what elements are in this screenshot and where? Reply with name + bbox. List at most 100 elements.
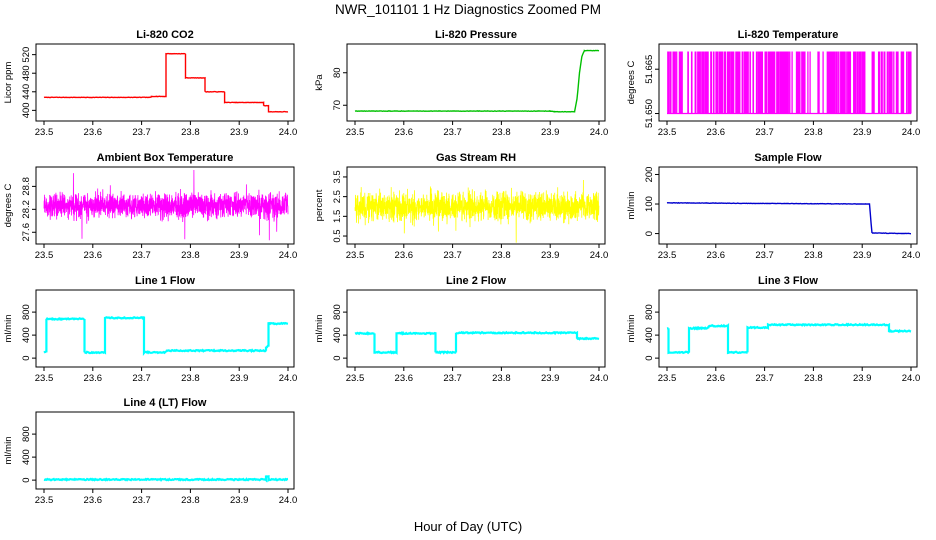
y-axis-label: ml/min [626, 315, 637, 343]
figure-title: NWR_101101 1 Hz Diagnostics Zoomed PM [335, 2, 601, 17]
y-tick-label: 0 [21, 477, 32, 482]
x-tick-label: 23.7 [443, 127, 462, 138]
x-tick-label: 23.7 [443, 373, 462, 384]
x-tick-label: 23.6 [707, 250, 726, 261]
panel-title: Li-820 Pressure [435, 29, 517, 41]
x-tick-label: 23.6 [395, 250, 414, 261]
x-tick-label: 23.7 [755, 250, 774, 261]
y-tick-label: 27.6 [21, 223, 32, 242]
x-tick-label: 23.8 [181, 127, 200, 138]
x-tick-label: 23.5 [35, 127, 54, 138]
series-group [666, 322, 912, 355]
x-tick-label: 24.0 [590, 127, 609, 138]
x-tick-label: 24.0 [279, 373, 298, 384]
x-tick-label: 23.7 [132, 495, 151, 506]
x-tick-label: 23.9 [853, 127, 872, 138]
x-tick-label: 23.6 [395, 127, 414, 138]
y-tick-label: 800 [21, 304, 32, 320]
plot-frame [346, 289, 606, 368]
x-tick-label: 23.8 [181, 495, 200, 506]
figure-xlabel: Hour of Day (UTC) [414, 519, 522, 534]
x-tick-label: 23.9 [853, 373, 872, 384]
x-tick-label: 24.0 [902, 250, 921, 261]
x-tick-label: 23.7 [755, 127, 774, 138]
y-tick-label: 0 [21, 355, 32, 360]
x-tick-label: 23.8 [181, 250, 200, 261]
plot-frame [35, 411, 295, 490]
y-tick-label: 440 [21, 84, 32, 100]
x-tick-label: 23.5 [346, 373, 365, 384]
x-tick-label: 23.5 [658, 127, 677, 138]
panel-7: Line 2 Flow 23.5 23.6 23.7 23.8 23.9 24.0 0 400 8… [314, 275, 608, 384]
series-group [43, 316, 289, 356]
series-group [354, 49, 600, 113]
x-tick-label: 23.8 [804, 373, 823, 384]
series-group [354, 330, 600, 355]
y-axis-label: degrees C [3, 183, 14, 227]
x-tick-label: 23.6 [84, 127, 103, 138]
panel-title: Li-820 Temperature [738, 29, 839, 41]
x-tick-label: 23.6 [395, 373, 414, 384]
x-tick-label: 24.0 [590, 250, 609, 261]
panel-0: Li-820 CO2 23.5 23.6 23.7 23.8 23.9 24.0 400 440… [3, 29, 297, 138]
panel-title: Line 2 Flow [446, 275, 506, 287]
series-group [43, 474, 289, 483]
x-tick-label: 23.6 [84, 373, 103, 384]
panel-1: Li-820 Pressure 23.5 23.6 23.7 23.8 23.9 24.0 7… [314, 29, 608, 138]
x-tick-label: 23.8 [492, 373, 511, 384]
panel-title: Line 4 (LT) Flow [124, 397, 207, 409]
series-group [43, 52, 289, 113]
y-tick-label: 200 [644, 167, 655, 183]
panel-title: Li-820 CO2 [136, 29, 193, 41]
y-tick-label: 51.665 [644, 55, 655, 84]
x-tick-label: 23.5 [35, 373, 54, 384]
data-line [354, 49, 600, 113]
x-tick-label: 23.8 [804, 127, 823, 138]
x-tick-label: 24.0 [902, 373, 921, 384]
y-tick-label: 70 [332, 100, 343, 111]
y-tick-label: 0.5 [332, 229, 343, 242]
y-tick-label: 0 [332, 355, 343, 360]
x-tick-label: 23.9 [541, 127, 560, 138]
y-tick-label: 800 [332, 304, 343, 320]
y-tick-label: 0 [644, 355, 655, 360]
x-tick-label: 23.9 [541, 250, 560, 261]
x-tick-label: 23.8 [804, 250, 823, 261]
panel-2: Li-820 Temperature 23.5 23.6 23.7 23.8 23.9 24… [626, 29, 920, 138]
y-tick-label: 800 [21, 426, 32, 442]
x-tick-label: 23.5 [658, 250, 677, 261]
x-tick-label: 23.8 [181, 373, 200, 384]
y-axis-label: percent [314, 189, 325, 221]
x-tick-label: 23.9 [230, 373, 249, 384]
panel-8: Line 3 Flow 23.5 23.6 23.7 23.8 23.9 24.0 0 400 8… [626, 275, 920, 384]
y-tick-label: 400 [644, 327, 655, 343]
x-tick-label: 23.5 [658, 373, 677, 384]
plot-frame [35, 43, 295, 122]
x-tick-label: 23.7 [755, 373, 774, 384]
x-tick-label: 23.5 [346, 127, 365, 138]
y-tick-label: 28.8 [21, 177, 32, 196]
y-tick-label: 0 [644, 231, 655, 236]
y-axis-label: degrees C [626, 60, 637, 104]
plot-frame [658, 289, 918, 368]
data-line [43, 474, 289, 483]
plot-frame [35, 289, 295, 368]
panel-grid: Li-820 CO2 23.5 23.6 23.7 23.8 23.9 24.0 400 440… [3, 29, 920, 506]
plot-frame [658, 166, 918, 245]
x-tick-label: 23.9 [230, 250, 249, 261]
plot-frame [346, 43, 606, 122]
data-line [43, 316, 289, 356]
data-line [666, 322, 912, 355]
panel-9: Line 4 (LT) Flow 23.5 23.6 23.7 23.8 23.9 24.0… [3, 397, 297, 506]
y-tick-label: 400 [21, 449, 32, 465]
y-axis-label: ml/min [626, 192, 637, 220]
x-tick-label: 24.0 [902, 127, 921, 138]
x-tick-label: 23.6 [707, 373, 726, 384]
series-group [354, 179, 600, 243]
y-tick-label: 1.5 [332, 210, 343, 223]
panel-title: Gas Stream RH [436, 152, 516, 164]
x-tick-label: 23.9 [541, 373, 560, 384]
y-axis-label: ml/min [314, 315, 325, 343]
plot-frame [346, 166, 606, 245]
